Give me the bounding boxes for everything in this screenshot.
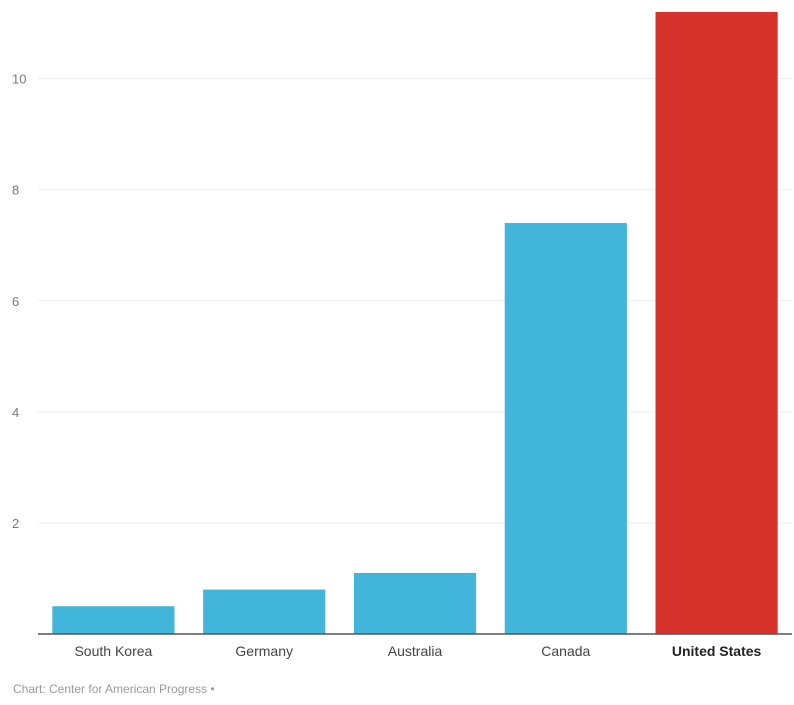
bar-australia bbox=[353, 572, 477, 634]
y-axis-ticks: 2 4 6 8 10 bbox=[12, 72, 26, 531]
bars bbox=[52, 12, 778, 635]
bar-canada bbox=[504, 223, 627, 635]
x-category-label: South Korea bbox=[74, 643, 152, 659]
y-tick-label: 6 bbox=[12, 294, 19, 309]
bar-united-states bbox=[655, 12, 778, 634]
y-tick-label: 4 bbox=[12, 405, 19, 420]
y-tick-label: 2 bbox=[12, 516, 19, 531]
y-tick-label: 10 bbox=[12, 72, 26, 87]
x-category-label: Canada bbox=[541, 643, 590, 659]
y-tick-label: 8 bbox=[12, 183, 19, 198]
source-note: Chart: Center for American Progress • bbox=[13, 682, 215, 696]
x-axis-labels: South Korea Germany Australia Canada United … bbox=[74, 643, 761, 659]
x-category-label: United States bbox=[672, 643, 762, 659]
bar-germany bbox=[203, 589, 326, 634]
x-category-label: Australia bbox=[388, 643, 443, 659]
x-category-label: Germany bbox=[235, 643, 293, 659]
bar-south-korea bbox=[52, 606, 175, 634]
